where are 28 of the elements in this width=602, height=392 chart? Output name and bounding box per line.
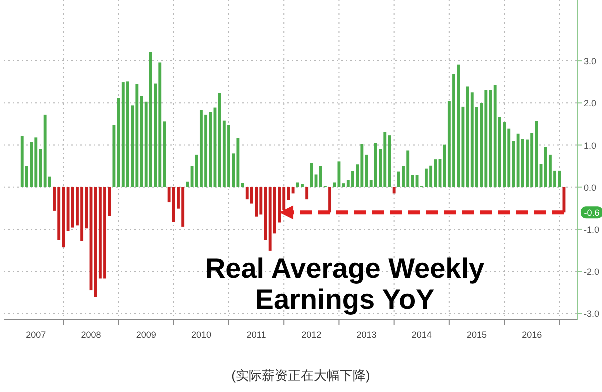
- y-tick-label: -3.0: [584, 309, 600, 320]
- x-tick-label: 2015: [466, 330, 487, 340]
- text: Real Average Weekly Earnings YoY: [205, 253, 485, 315]
- y-tick-label: 1.0: [584, 140, 597, 151]
- x-tick-label: 2013: [356, 330, 377, 340]
- text: (实际薪资正在大幅下降): [232, 368, 370, 383]
- y-tick-label: 3.0: [584, 56, 597, 67]
- y-tick-label: -1.0: [584, 224, 600, 235]
- bar: [392, 187, 396, 194]
- x-tick-label: 2014: [412, 330, 432, 340]
- x-tick-label: 2007: [26, 330, 46, 340]
- y-tick-label: 0.0: [584, 182, 597, 193]
- x-tick-label: 2009: [136, 330, 156, 340]
- bar: [112, 125, 116, 188]
- bar: [186, 182, 190, 188]
- y-tick-label: 2.0: [584, 98, 597, 109]
- bar: [328, 187, 332, 213]
- x-tick-label: 2011: [246, 330, 266, 340]
- bar: [241, 183, 244, 188]
- bar: [310, 163, 314, 188]
- x-tick-label: 2008: [81, 330, 102, 340]
- y-tick-label: -2.0: [584, 267, 600, 278]
- x-tick-label: 2016: [522, 330, 542, 340]
- bar: [306, 187, 309, 200]
- annotation: -0.6: [584, 208, 600, 218]
- x-tick-label: 2012: [302, 330, 322, 340]
- x-tick-label: 2010: [191, 330, 212, 340]
- bar: [292, 187, 295, 194]
